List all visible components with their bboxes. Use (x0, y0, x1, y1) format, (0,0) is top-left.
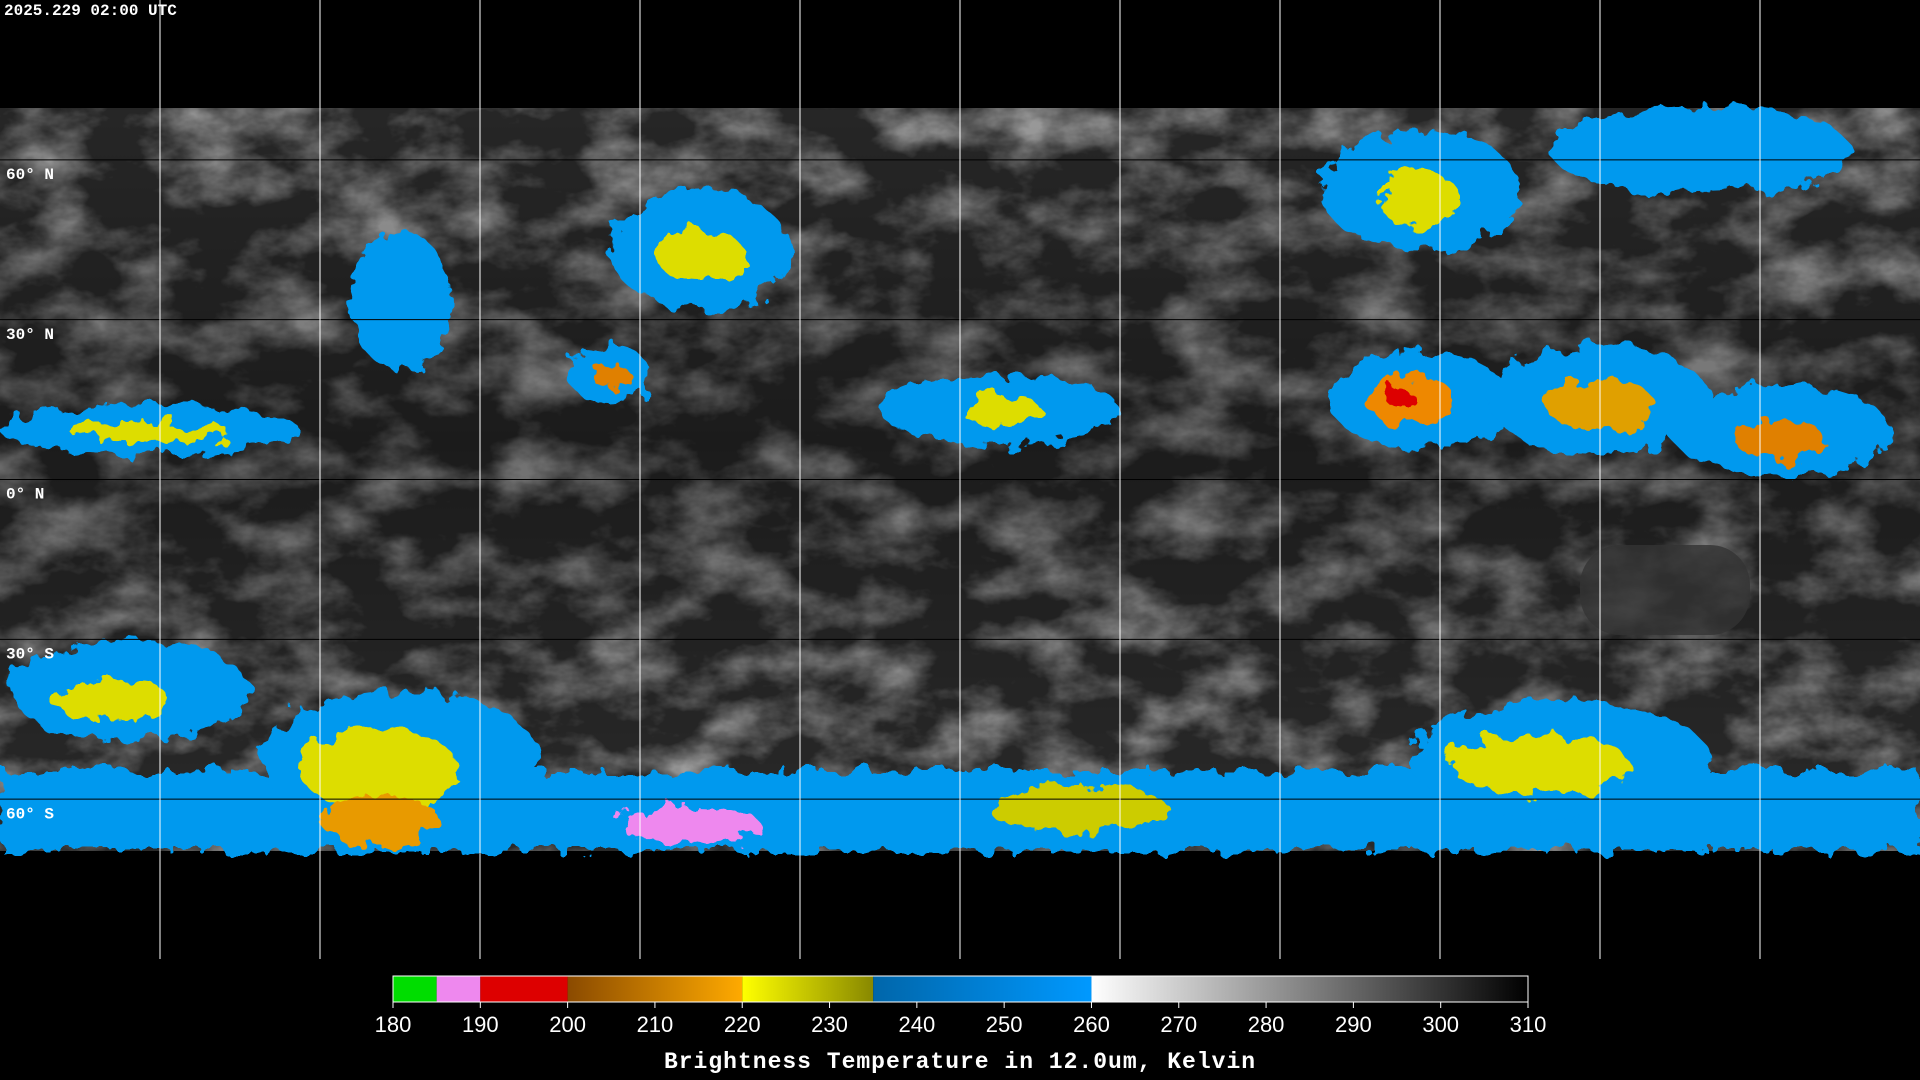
colorbar-segment (567, 976, 743, 1002)
colorbar-tick-label: 210 (637, 1012, 674, 1037)
colorbar-tick-label: 310 (1510, 1012, 1547, 1037)
colorbar-tick-label: 190 (462, 1012, 499, 1037)
colorbar-tick-label: 220 (724, 1012, 761, 1037)
colorbar-tick-label: 200 (549, 1012, 586, 1037)
latitude-label: 30° S (6, 646, 54, 664)
colorbar-tick-label: 290 (1335, 1012, 1372, 1037)
latitude-label: 60° S (6, 805, 54, 823)
colorbar-segment (436, 976, 481, 1002)
latitude-label: 30° N (6, 326, 54, 344)
colorbar-segment (742, 976, 874, 1002)
colorbar-segment (1091, 976, 1528, 1002)
colorbar-segment (480, 976, 568, 1002)
colorbar-tick-label: 230 (811, 1012, 848, 1037)
colorbar-frame (392, 975, 1529, 1003)
latitude-labels: 60° N 30° N 0° N 30° S 60° S (6, 166, 54, 823)
colorbar-tick-label: 280 (1248, 1012, 1285, 1037)
colorbar-segment (393, 976, 437, 1002)
colorbar: 180 190 200 210 220 230 240 250 260 270 280 290 300 3… (375, 976, 1547, 1037)
colorbar-tick-label: 300 (1422, 1012, 1459, 1037)
colorbar-tick-label: 260 (1073, 1012, 1110, 1037)
colorbar-tick-label: 270 (1160, 1012, 1197, 1037)
latitude-label: 60° N (6, 166, 54, 184)
colorbar-tick-label: 240 (898, 1012, 935, 1037)
colorbar-tick-label: 250 (986, 1012, 1023, 1037)
timestamp: 2025.229 02:00 UTC (4, 2, 177, 20)
colorbar-segment (873, 976, 1092, 1002)
latitude-label: 0° N (6, 486, 44, 504)
australia-land (1580, 545, 1750, 635)
colorbar-title: Brightness Temperature in 12.0um, Kelvin (664, 1049, 1256, 1075)
colorbar-tick-label: 180 (375, 1012, 412, 1037)
meridians (159, 0, 1761, 959)
